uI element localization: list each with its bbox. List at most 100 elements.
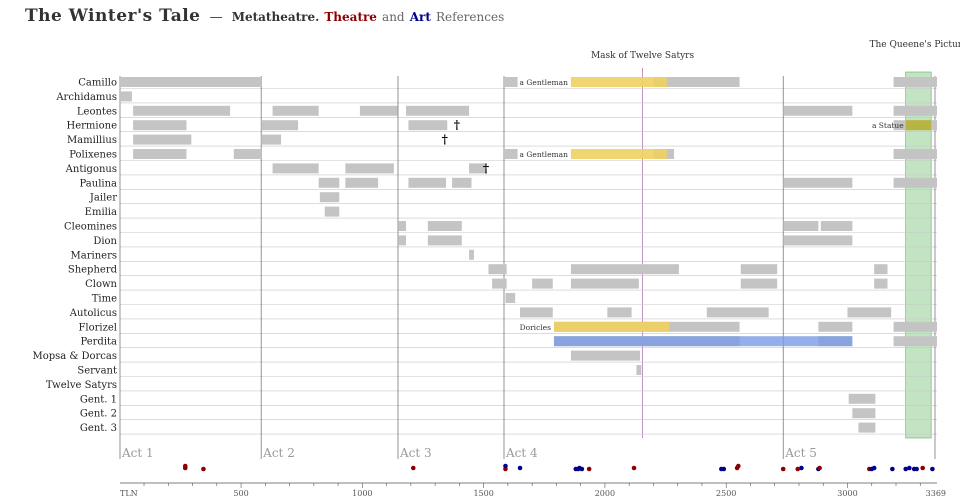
- act-label-act-1: Act 1: [121, 446, 154, 460]
- presence-bar-clown-0: [492, 278, 507, 289]
- character-label-antigonus: Antigonus: [65, 164, 117, 175]
- reference-dot-theatre-17: [780, 466, 786, 472]
- presence-bar-antigonus-1: [345, 163, 394, 174]
- theatre-bars: a Gentleman a Gentleman Doricles: [520, 77, 670, 332]
- character-label-mamillius: Mamillius: [67, 135, 117, 146]
- presence-bar-mamillius-0: [133, 134, 192, 145]
- axis-tick-label-2000: 2000: [595, 489, 615, 498]
- act-label-act-5: Act 5: [784, 446, 817, 460]
- reference-dot-theatre-19: [795, 466, 801, 472]
- statue-label: a Statue: [872, 121, 904, 130]
- character-label-jailer: Jailer: [89, 193, 117, 204]
- presence-bar-florizel-2: [893, 321, 937, 332]
- presence-bar-hermione-1: [261, 120, 299, 131]
- character-label-servant: Servant: [77, 366, 117, 377]
- reference-dot-theatre-11: [586, 466, 592, 472]
- presence-bar-emilia-0: [324, 206, 340, 217]
- chart-header: The Winter's Tale — Metatheatre. Theatre…: [25, 6, 504, 26]
- presence-bar-cleomines-1: [427, 221, 462, 231]
- character-label-camillo: Camillo: [78, 78, 117, 89]
- presence-bar-gent-1-0: [848, 393, 876, 404]
- presence-bar-leontes-4: [783, 105, 853, 116]
- axis-tick-label-3369: 3369: [926, 489, 946, 498]
- presence-bar-leontes-5: [893, 105, 937, 116]
- presence-bar-jailer-0: [319, 192, 340, 203]
- presence-bar-autolicus-2: [706, 307, 769, 318]
- statue-bar: [905, 120, 932, 131]
- event-box-the-queene-s-picture: [905, 71, 932, 439]
- presence-bar-autolicus-0: [520, 307, 553, 318]
- act-label-act-3: Act 3: [399, 446, 432, 460]
- theatre-label-camillo: a Gentleman: [520, 78, 569, 87]
- reference-dot-art-14: [721, 466, 727, 472]
- character-label-clown: Clown: [85, 279, 117, 290]
- reference-dot-art-5: [503, 463, 508, 469]
- reference-dot-theatre-3: [410, 465, 416, 471]
- presence-bar-perdita-2: [893, 336, 937, 347]
- presence-bar-hermione-2: [408, 120, 448, 131]
- presence-bar-autolicus-1: [607, 307, 632, 318]
- character-label-gent-1: Gent. 1: [80, 394, 117, 405]
- presence-bar-camillo-3: [893, 77, 937, 87]
- presence-bar-antigonus-2: [469, 163, 487, 174]
- presence-bar-camillo-0: [120, 77, 262, 87]
- axis-tick-label-1500: 1500: [473, 489, 493, 498]
- subtitle-and: and: [382, 10, 405, 24]
- row-gridlines: [120, 88, 937, 435]
- chart-title: The Winter's Tale: [25, 6, 201, 26]
- reference-dot-art-31: [930, 466, 935, 472]
- presence-bar-dion-1: [427, 235, 462, 246]
- presence-bar-paulina-0: [318, 177, 340, 188]
- tln-axis: TLN 500 1000 1500 2000 2500 3000 3369: [120, 482, 946, 498]
- presence-bar-autolicus-3: [847, 307, 892, 318]
- presence-bar-shepherd-0: [488, 264, 507, 275]
- presence-bar-leontes-1: [272, 105, 319, 116]
- reference-dot-art-25: [890, 466, 895, 472]
- title-dash: —: [209, 10, 223, 25]
- axis-tick-label-2500: 2500: [716, 489, 736, 498]
- reference-dots: [182, 463, 935, 472]
- character-label-florizel: Florizel: [78, 322, 117, 333]
- presence-bar-leontes-0: [133, 105, 231, 116]
- act-label-act-2: Act 2: [262, 446, 295, 460]
- presence-bar-florizel-1: [818, 321, 853, 332]
- reference-dot-theatre-21: [817, 465, 822, 471]
- presence-bar-clown-4: [874, 278, 888, 289]
- character-label-gent-2: Gent. 2: [80, 409, 117, 420]
- art-bars: [553, 336, 853, 347]
- theatre-label-polixenes: a Gentleman: [520, 150, 569, 159]
- axis-tick-label-3000: 3000: [837, 489, 857, 498]
- reference-dot-art-10: [579, 466, 585, 472]
- presence-bar-polixenes-2: [503, 149, 518, 159]
- presence-bar-leontes-2: [359, 105, 398, 116]
- presence-bar-antigonus-0: [272, 163, 319, 174]
- art-bar-perdita: [553, 336, 853, 347]
- death-marker-antigonus: †: [483, 161, 489, 175]
- presence-bar-shepherd-3: [874, 264, 888, 275]
- presence-bar-hermione-0: [133, 120, 187, 131]
- death-marker-mamillius: †: [442, 133, 448, 147]
- presence-bar-leontes-3: [405, 105, 470, 116]
- reference-dot-theatre-12: [631, 465, 637, 471]
- character-label-mopsa-dorcas: Mopsa & Dorcas: [32, 351, 117, 362]
- character-label-emilia: Emilia: [85, 207, 117, 218]
- character-labels: Camillo Archidamus Leontes Hermione Mamilliu…: [32, 78, 117, 435]
- presence-bar-dion-2: [783, 235, 853, 246]
- presence-bar-polixenes-4: [893, 149, 937, 159]
- event-label-mask-of-twelve-satyrs: Mask of Twelve Satyrs: [591, 51, 695, 61]
- character-label-leontes: Leontes: [77, 106, 117, 117]
- character-label-paulina: Paulina: [80, 178, 118, 189]
- presence-bar-mamillius-1: [261, 134, 282, 145]
- theatre-bar-camillo: [570, 77, 667, 87]
- subtitle-references: References: [436, 10, 505, 24]
- reference-dot-theatre-30: [920, 465, 925, 471]
- subtitle-art: Art: [409, 10, 431, 24]
- presence-bar-dion-0: [398, 235, 406, 246]
- character-label-archidamus: Archidamus: [55, 92, 117, 103]
- character-label-autolicus: Autolicus: [69, 308, 117, 319]
- reference-dot-theatre-1: [182, 463, 188, 469]
- death-marker-hermione: †: [454, 118, 460, 132]
- presence-bars: [120, 77, 937, 433]
- presence-bar-camillo-2: [653, 77, 740, 87]
- character-label-hermione: Hermione: [67, 121, 118, 132]
